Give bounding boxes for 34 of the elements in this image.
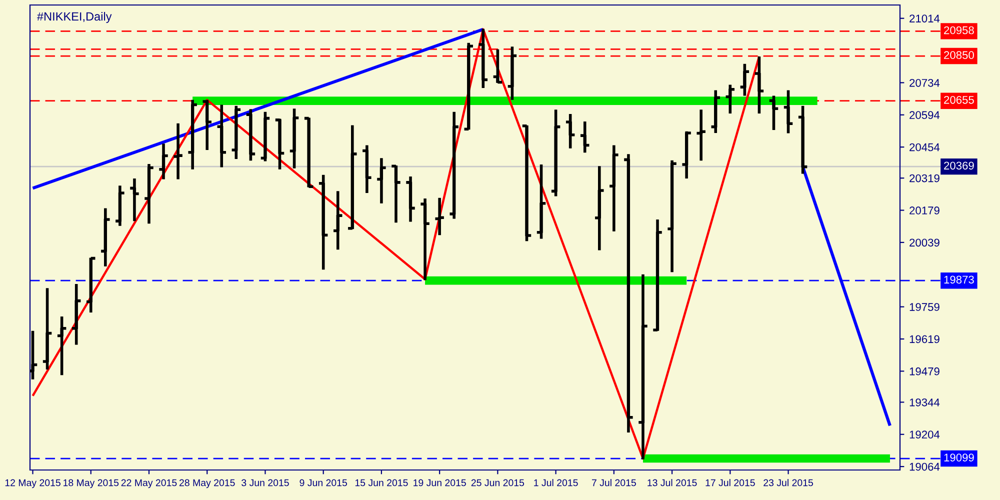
y-tick-label: 20734	[910, 78, 940, 87]
x-tick-label: 18 May 2015	[64, 479, 119, 488]
x-tick-label: 17 Jul 2015	[706, 479, 755, 486]
x-tick-label: 15 Jun 2015	[355, 479, 408, 486]
x-tick-label: 12 May 2015	[5, 479, 60, 488]
y-tick-label: 20179	[910, 206, 940, 214]
y-tick-label: 20454	[910, 143, 940, 152]
ref-line-label: 20369	[944, 162, 974, 170]
x-tick-label: 1 Jul 2015	[534, 479, 578, 486]
x-tick-label: 3 Jun 2015	[242, 479, 289, 486]
x-tick-label: 28 May 2015	[179, 479, 235, 488]
x-tick-label: 7 Jul 2015	[592, 479, 636, 486]
ref-line-label: 19099	[944, 454, 974, 462]
x-tick-label: 9 Jun 2015	[300, 479, 347, 486]
x-tick-label: 13 Jul 2015	[648, 479, 697, 486]
y-tick-label: 21014	[910, 14, 940, 22]
y-tick-label: 19344	[910, 398, 940, 406]
y-tick-label: 20319	[910, 174, 940, 182]
y-tick-label: 19204	[910, 430, 940, 439]
ref-line-label: 20850	[944, 51, 974, 60]
x-tick-label: 19 Jun 2015	[414, 479, 466, 486]
y-tick-label: 19619	[910, 335, 940, 344]
y-tick-label: 20039	[910, 238, 940, 247]
y-tick-label: 19064	[910, 462, 940, 471]
y-tick-label: 19759	[910, 303, 940, 311]
ref-line-label: 19873	[944, 276, 974, 284]
text: #NIKKEI,Daily	[37, 12, 112, 23]
y-tick-label: 19479	[910, 367, 940, 376]
y-tick-label: 20594	[910, 111, 940, 120]
ref-line-label: 20958	[944, 26, 974, 34]
x-tick-label: 23 Jul 2015	[764, 479, 813, 486]
x-tick-label: 25 Jun 2015	[471, 479, 524, 486]
x-tick-label: 22 May 2015	[121, 479, 177, 488]
ref-line-label: 20655	[944, 96, 974, 104]
